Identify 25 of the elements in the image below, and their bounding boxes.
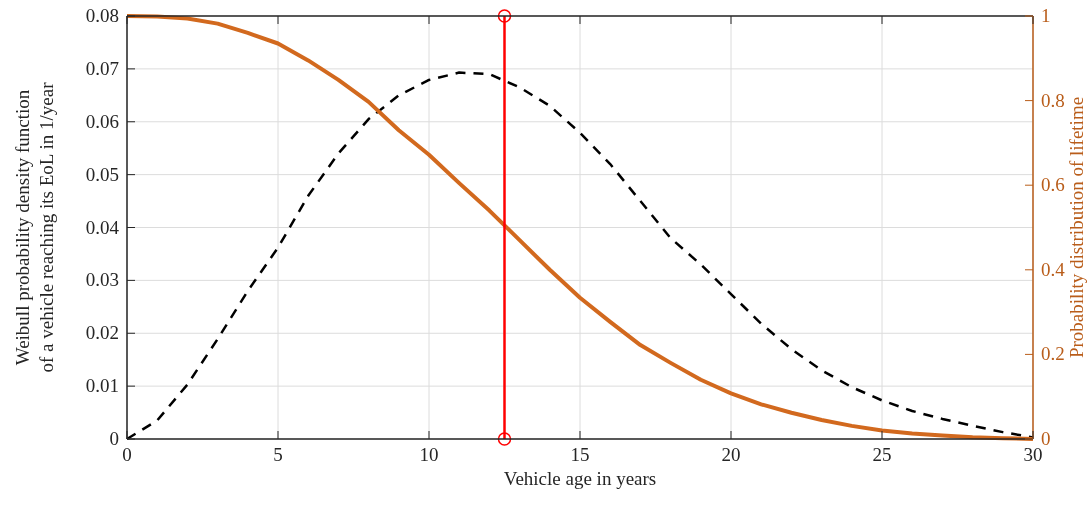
y2-tick-label: 0.6 <box>1041 174 1065 196</box>
x-tick-label: 0 <box>122 444 132 465</box>
y2-axis-title: Probability distribution of lifetime <box>1066 96 1087 359</box>
y2-tick-label: 0 <box>1041 428 1051 449</box>
y2-tick-label: 0.4 <box>1041 258 1066 280</box>
x-tick-label: 10 <box>419 444 439 465</box>
y-tick-label: 0.07 <box>85 57 119 79</box>
y-tick-label: 0.08 <box>85 5 119 26</box>
y2-tick-label: 1 <box>1041 5 1051 26</box>
x-tick-label: 15 <box>570 444 590 465</box>
y2-tick-label: 0.8 <box>1041 89 1065 111</box>
y-tick-label: 0.06 <box>85 110 119 132</box>
x-tick-label: 20 <box>721 444 741 465</box>
x-tick-label: 30 <box>1023 444 1043 465</box>
y-axis-title: Weibull probability density function of a vehicle reaching its EoL in 1/year <box>12 81 57 373</box>
y-tick-label: 0.04 <box>85 216 120 238</box>
x-axis-title: Vehicle age in years <box>503 468 657 489</box>
y-tick-label: 0 <box>109 428 119 449</box>
y-tick-label: 0.05 <box>85 163 119 185</box>
y2-tick-label: 0.2 <box>1041 343 1065 365</box>
x-tick-label: 25 <box>872 444 892 465</box>
y-tick-label: 0.01 <box>85 375 119 397</box>
x-tick-label: 5 <box>273 444 283 465</box>
y-tick-label: 0.03 <box>85 269 119 291</box>
y-tick-label: 0.02 <box>85 322 119 344</box>
